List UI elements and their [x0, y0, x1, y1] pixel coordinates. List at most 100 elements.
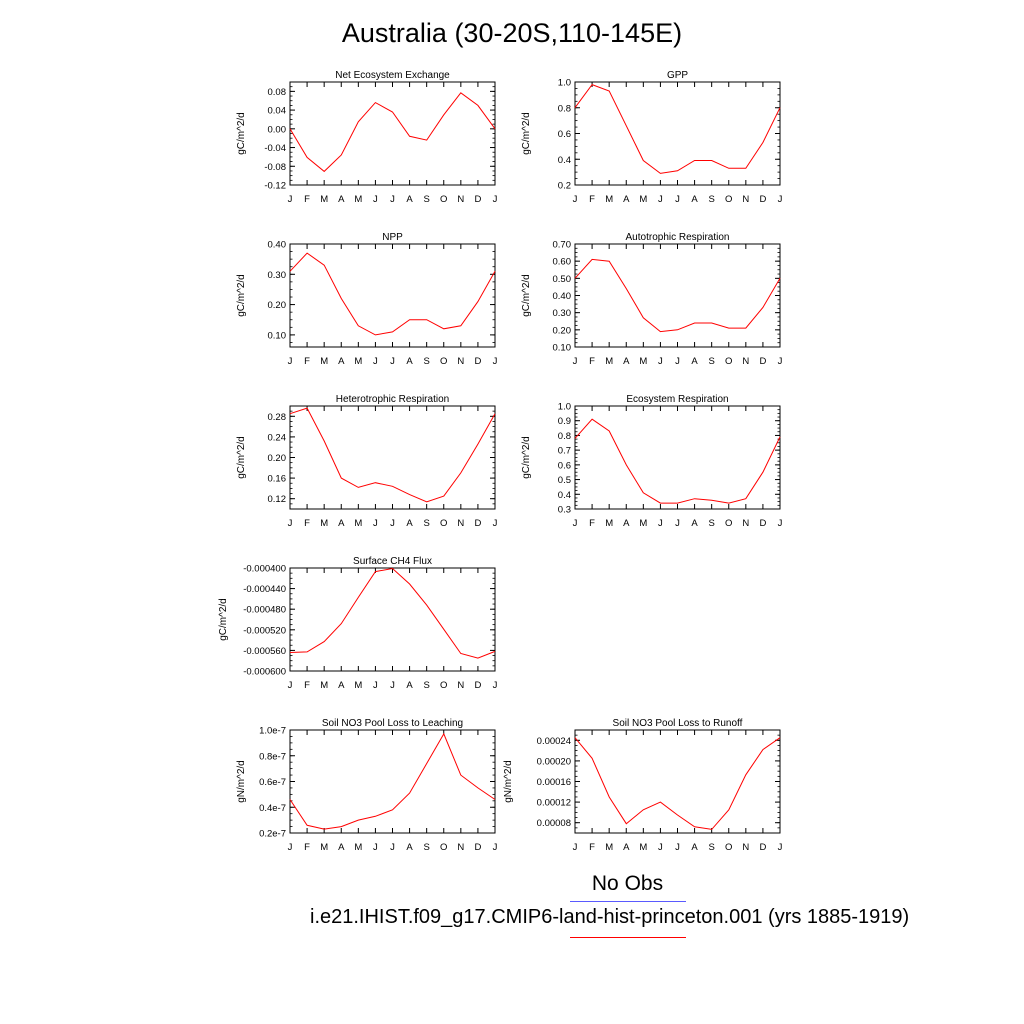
x-tick-label: A: [406, 680, 413, 691]
x-tick-label: F: [304, 842, 310, 853]
x-tick-label: O: [725, 842, 732, 853]
plot-frame: [289, 567, 496, 672]
plot-frame: [574, 729, 781, 834]
x-tick-label: A: [691, 842, 698, 853]
y-tick-label: -0.000440: [243, 584, 286, 595]
x-tick-label: J: [390, 356, 395, 367]
y-tick-label: -0.04: [264, 143, 286, 154]
plot-frame: [289, 405, 496, 510]
x-tick-label: O: [440, 356, 447, 367]
x-tick-label: D: [759, 356, 766, 367]
x-tick-label: J: [493, 842, 498, 853]
y-tick-label: -0.08: [264, 162, 286, 173]
y-tick-label: 0.2e-7: [259, 829, 286, 840]
x-tick-label: J: [288, 356, 293, 367]
series-line: [574, 83, 781, 174]
y-tick-label: 0.24: [268, 432, 287, 443]
x-tick-label: J: [658, 194, 663, 205]
y-axis-label: gC/m^2/d: [218, 598, 229, 641]
x-tick-label: A: [691, 518, 698, 529]
x-tick-label: J: [288, 194, 293, 205]
plot-frame: [574, 81, 781, 186]
y-tick-label: 0.8: [558, 431, 571, 442]
x-tick-label: J: [493, 680, 498, 691]
x-tick-label: J: [778, 194, 783, 205]
x-tick-label: J: [778, 842, 783, 853]
x-tick-label: N: [457, 842, 464, 853]
x-tick-label: D: [759, 518, 766, 529]
chart-title: Surface CH4 Flux: [353, 556, 432, 567]
series-line: [574, 418, 781, 504]
x-tick-label: J: [373, 194, 378, 205]
x-tick-label: J: [675, 518, 680, 529]
x-tick-label: O: [725, 356, 732, 367]
y-tick-label: 0.4: [558, 490, 571, 501]
x-tick-label: J: [658, 356, 663, 367]
x-tick-label: O: [440, 680, 447, 691]
chart-title: Soil NO3 Pool Loss to Leaching: [322, 718, 463, 729]
x-tick-label: D: [474, 518, 481, 529]
x-tick-label: J: [373, 842, 378, 853]
x-tick-label: F: [304, 680, 310, 691]
x-tick-label: M: [320, 680, 328, 691]
y-tick-label: 0.08: [268, 87, 287, 98]
y-tick-label: -0.000520: [243, 625, 286, 636]
x-tick-label: S: [708, 518, 714, 529]
legend-model-label: i.e21.IHIST.f09_g17.CMIP6-land-hist-prin…: [310, 906, 910, 928]
page-title: Australia (30-20S,110-145E): [341, 18, 683, 48]
y-tick-label: 0.6: [558, 460, 571, 471]
x-tick-label: J: [373, 356, 378, 367]
x-tick-label: A: [338, 518, 345, 529]
y-tick-label: 1.0e-7: [259, 726, 286, 737]
y-tick-label: 0.12: [268, 494, 287, 505]
x-tick-label: M: [354, 842, 362, 853]
x-tick-label: M: [639, 356, 647, 367]
x-tick-label: M: [605, 518, 613, 529]
chart-title: Autotrophic Respiration: [626, 232, 730, 243]
x-tick-label: N: [457, 518, 464, 529]
y-axis-label: gC/m^2/d: [521, 112, 532, 155]
y-tick-label: -0.000560: [243, 646, 286, 657]
y-tick-label: 0.60: [553, 257, 572, 268]
y-tick-label: -0.12: [264, 181, 286, 192]
x-tick-label: A: [691, 194, 698, 205]
y-tick-label: 0.00024: [537, 736, 571, 747]
x-tick-label: J: [288, 518, 293, 529]
series-line: [289, 92, 496, 173]
x-tick-label: S: [423, 842, 429, 853]
x-tick-label: O: [440, 842, 447, 853]
x-tick-label: M: [639, 842, 647, 853]
y-axis-label: gC/m^2/d: [521, 274, 532, 317]
x-tick-label: J: [493, 356, 498, 367]
x-tick-label: J: [778, 356, 783, 367]
y-tick-label: 0.20: [268, 453, 287, 464]
x-tick-label: J: [573, 356, 578, 367]
x-tick-label: A: [338, 356, 345, 367]
x-tick-label: S: [423, 518, 429, 529]
x-tick-label: J: [288, 842, 293, 853]
legend-model-line: [570, 937, 686, 938]
chart-title: GPP: [667, 70, 688, 81]
chart-title: Ecosystem Respiration: [626, 394, 728, 405]
x-tick-label: A: [406, 518, 413, 529]
y-tick-label: 0.9: [558, 416, 571, 427]
x-tick-label: N: [457, 194, 464, 205]
x-tick-label: J: [573, 194, 578, 205]
x-tick-label: N: [457, 680, 464, 691]
x-tick-label: J: [573, 842, 578, 853]
y-tick-label: 0.00012: [537, 798, 571, 809]
x-tick-label: J: [493, 518, 498, 529]
x-tick-label: N: [742, 518, 749, 529]
y-tick-label: 0.20: [553, 325, 572, 336]
x-tick-label: S: [423, 356, 429, 367]
x-tick-label: J: [675, 842, 680, 853]
y-axis-label: gC/m^2/d: [236, 436, 247, 479]
legend-obs-line: [570, 901, 686, 902]
x-tick-label: O: [440, 194, 447, 205]
x-tick-label: J: [675, 356, 680, 367]
y-tick-label: 1.0: [558, 402, 571, 413]
